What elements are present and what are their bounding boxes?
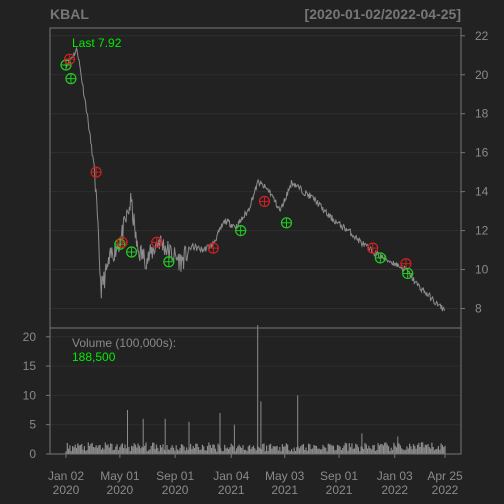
- buy-marker: [163, 256, 175, 268]
- buy-marker: [65, 73, 77, 85]
- chart-symbol: KBAL: [50, 6, 89, 22]
- buy-marker: [402, 267, 414, 280]
- volume-tick-label: 10: [23, 388, 37, 402]
- volume-tick-label: 5: [29, 418, 36, 432]
- volume-tick-label: 15: [23, 359, 37, 373]
- sell-marker: [367, 242, 379, 254]
- price-tick-label: 18: [475, 107, 489, 121]
- price-tick-label: 16: [475, 146, 489, 160]
- volume-tick-label: 0: [29, 447, 36, 461]
- x-tick-label-date: Apr 25: [427, 469, 463, 483]
- x-tick-label-year: 2021: [326, 483, 353, 497]
- price-series-line: [65, 46, 446, 312]
- volume-tick-label: 20: [23, 330, 37, 344]
- price-tick-label: 22: [475, 29, 489, 43]
- x-tick-label-year: 2021: [218, 483, 245, 497]
- chart-date-range: [2020-01-02/2022-04-25]: [305, 6, 461, 22]
- buy-marker: [280, 217, 293, 229]
- x-tick-label-date: May 03: [265, 469, 305, 483]
- price-tick-label: 14: [475, 185, 489, 199]
- x-tick-label-date: Jan 03: [377, 469, 413, 483]
- volume-last-value: 188,500: [72, 350, 116, 364]
- volume-panel: 0 5 10 15 20 Volume (100,000s): 188,500: [23, 325, 462, 461]
- price-tick-label: 12: [475, 224, 489, 238]
- sell-marker: [90, 166, 102, 178]
- x-tick-label-year: 2020: [107, 483, 134, 497]
- x-tick-label-year: 2022: [432, 483, 459, 497]
- x-tick-label-date: Sep 01: [320, 469, 358, 483]
- sell-marker: [151, 236, 163, 248]
- x-tick-label-year: 2021: [271, 483, 298, 497]
- price-panel-border: [49, 27, 462, 329]
- buy-marker: [235, 224, 247, 237]
- x-tick-label-date: Sep 01: [156, 469, 194, 483]
- sell-marker: [63, 53, 76, 65]
- volume-label: Volume (100,000s):: [72, 336, 176, 350]
- x-tick-label-year: 2022: [381, 483, 408, 497]
- buy-marker: [374, 252, 386, 264]
- buy-marker: [60, 59, 72, 71]
- price-tick-label: 10: [475, 263, 489, 277]
- x-tick-label-date: Jan 04: [213, 469, 249, 483]
- sell-marker: [116, 236, 128, 248]
- sell-marker: [258, 195, 271, 207]
- price-tick-label: 20: [475, 68, 489, 82]
- x-tick-label-year: 2020: [53, 483, 80, 497]
- last-price-label: Last 7.92: [72, 36, 122, 50]
- price-panel: 8 10 12 14 16 18 20 22 Last 7.92: [49, 27, 489, 329]
- x-tick-label-date: May 01: [100, 469, 140, 483]
- sell-marker: [207, 242, 219, 254]
- volume-panel-border: [49, 327, 462, 455]
- price-tick-label: 8: [475, 302, 482, 316]
- x-tick-label-date: Jan 02: [48, 469, 84, 483]
- x-tick-label-year: 2020: [162, 483, 189, 497]
- sell-marker: [400, 258, 412, 270]
- buy-marker: [125, 246, 138, 258]
- buy-marker: [114, 238, 126, 250]
